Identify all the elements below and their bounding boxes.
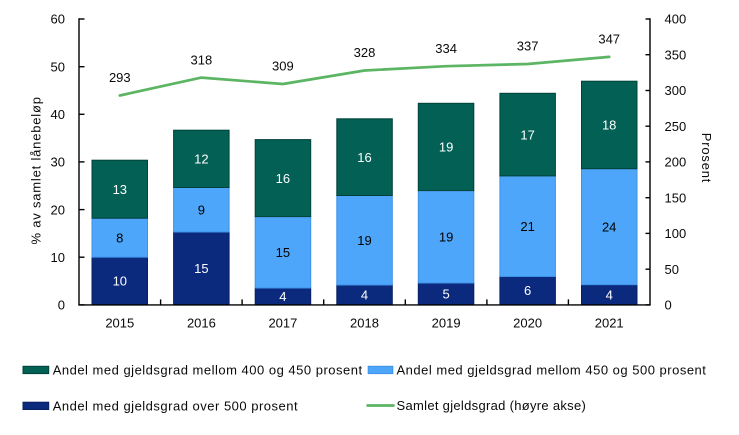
svg-text:2018: 2018 — [350, 316, 379, 331]
svg-text:Samlet gjeldsgrad (høyre akse): Samlet gjeldsgrad (høyre akse) — [397, 398, 587, 413]
svg-text:200: 200 — [665, 155, 687, 170]
svg-text:4: 4 — [606, 287, 613, 302]
svg-text:100: 100 — [665, 226, 687, 241]
svg-text:10: 10 — [113, 274, 127, 289]
svg-text:9: 9 — [198, 202, 205, 217]
svg-text:347: 347 — [598, 32, 620, 47]
svg-text:19: 19 — [439, 140, 453, 155]
svg-text:2021: 2021 — [595, 316, 624, 331]
svg-text:19: 19 — [439, 230, 453, 245]
svg-text:21: 21 — [520, 219, 534, 234]
svg-text:30: 30 — [51, 155, 65, 170]
svg-text:24: 24 — [602, 219, 616, 234]
svg-text:150: 150 — [665, 190, 687, 205]
svg-text:309: 309 — [272, 59, 294, 74]
svg-text:50: 50 — [665, 262, 679, 277]
svg-text:40: 40 — [51, 107, 65, 122]
svg-text:13: 13 — [113, 182, 127, 197]
svg-text:337: 337 — [517, 39, 539, 54]
svg-text:Andel med gjeldsgrad mellom 45: Andel med gjeldsgrad mellom 450 og 500 p… — [397, 363, 707, 378]
svg-text:Andel med gjeldsgrad mellom 40: Andel med gjeldsgrad mellom 400 og 450 p… — [53, 363, 363, 378]
svg-text:8: 8 — [116, 230, 123, 245]
svg-text:2016: 2016 — [187, 316, 216, 331]
svg-text:Andel med gjeldsgrad over 500: Andel med gjeldsgrad over 500 prosent — [53, 399, 298, 414]
svg-text:18: 18 — [602, 118, 616, 133]
svg-text:2019: 2019 — [432, 316, 461, 331]
svg-text:0: 0 — [58, 298, 65, 313]
svg-text:16: 16 — [357, 150, 371, 165]
svg-text:5: 5 — [442, 287, 449, 302]
svg-text:15: 15 — [276, 245, 290, 260]
svg-text:17: 17 — [520, 127, 534, 142]
svg-text:350: 350 — [665, 47, 687, 62]
svg-text:60: 60 — [51, 12, 65, 27]
svg-text:318: 318 — [191, 52, 213, 67]
svg-text:4: 4 — [361, 288, 368, 303]
svg-text:50: 50 — [51, 59, 65, 74]
svg-text:334: 334 — [435, 41, 457, 56]
svg-text:10: 10 — [51, 250, 65, 265]
svg-text:400: 400 — [665, 12, 687, 27]
svg-text:250: 250 — [665, 119, 687, 134]
svg-text:293: 293 — [109, 70, 131, 85]
svg-text:4: 4 — [279, 289, 286, 304]
svg-text:2015: 2015 — [105, 316, 134, 331]
svg-text:6: 6 — [524, 283, 531, 298]
svg-text:0: 0 — [665, 298, 672, 313]
svg-text:2020: 2020 — [513, 316, 542, 331]
svg-text:% av samlet lånebeløp: % av samlet lånebeløp — [29, 96, 44, 244]
svg-text:20: 20 — [51, 202, 65, 217]
svg-text:Prosent: Prosent — [699, 133, 714, 183]
svg-text:19: 19 — [357, 233, 371, 248]
svg-text:300: 300 — [665, 83, 687, 98]
svg-text:12: 12 — [194, 152, 208, 167]
svg-text:328: 328 — [354, 45, 376, 60]
svg-text:2017: 2017 — [268, 316, 297, 331]
svg-text:16: 16 — [276, 171, 290, 186]
svg-text:15: 15 — [194, 261, 208, 276]
